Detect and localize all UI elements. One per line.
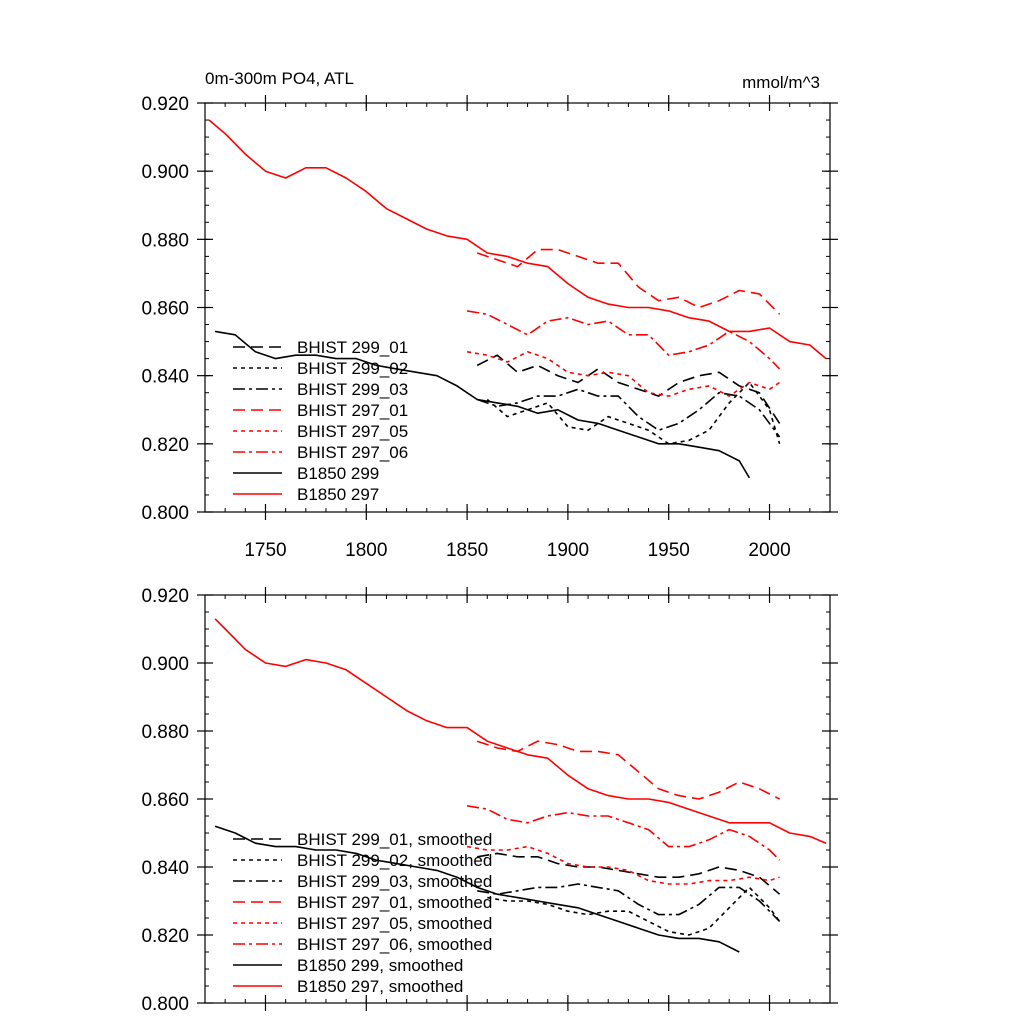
series-line xyxy=(476,388,781,438)
series-line xyxy=(214,825,740,953)
y-tick-label: 0.800 xyxy=(141,994,189,1015)
series-line xyxy=(466,350,781,397)
legend-label: B1850 297 xyxy=(297,485,379,504)
chart-units: mmol/m^3 xyxy=(742,73,820,92)
legend-label: BHIST 297_06 xyxy=(297,443,408,462)
y-tick-label: 0.900 xyxy=(141,162,189,183)
y-tick-label: 0.840 xyxy=(141,858,189,879)
x-tick-label: 1950 xyxy=(648,540,690,561)
legend-label: BHIST 299_03, smoothed xyxy=(297,872,492,891)
bottom-panel: 0.800 0.820 0.840 0.860 0.880 0.900 0.920 BHIST… xyxy=(141,586,838,1015)
x-tick-label: 1900 xyxy=(547,540,589,561)
y-tick-label: 0.820 xyxy=(141,435,189,456)
y-tick-label: 0.840 xyxy=(141,367,189,388)
legend-label: BHIST 299_02, smoothed xyxy=(297,851,492,870)
legend-label: B1850 299, smoothed xyxy=(297,956,463,975)
series-line xyxy=(466,845,780,885)
x-tick-label: 1850 xyxy=(446,540,488,561)
legend-label: BHIST 297_05 xyxy=(297,422,408,441)
legend-label: B1850 297, smoothed xyxy=(297,977,463,996)
y-tick-label: 0.860 xyxy=(141,790,189,811)
legend-label: BHIST 299_03 xyxy=(297,380,408,399)
series-line xyxy=(466,310,781,370)
series-line xyxy=(214,618,827,844)
series-line xyxy=(476,354,781,424)
legend-label: BHIST 299_01, smoothed xyxy=(297,830,492,849)
y-tick-label: 0.920 xyxy=(141,586,189,607)
y-tick-label: 0.880 xyxy=(141,722,189,743)
legend-label: BHIST 299_02 xyxy=(297,359,408,378)
y-tick-label: 0.800 xyxy=(141,503,189,524)
top-panel: 0m-300m PO4, ATL mmol/m^3 0.800 0.820 0.84… xyxy=(141,69,838,561)
legend-label: B1850 299 xyxy=(297,464,379,483)
y-tick-label: 0.900 xyxy=(141,654,189,675)
y-tick-label: 0.920 xyxy=(141,94,189,115)
series-line xyxy=(476,248,781,315)
x-tick-label: 1750 xyxy=(244,540,286,561)
series-line xyxy=(466,805,781,861)
chart-title: 0m-300m PO4, ATL xyxy=(205,69,354,88)
series-line xyxy=(477,883,781,922)
series-line xyxy=(487,886,781,936)
legend-label: BHIST 297_01, smoothed xyxy=(297,893,492,912)
series-line xyxy=(486,381,781,445)
series-line xyxy=(476,740,780,800)
y-tick-label: 0.860 xyxy=(141,299,189,320)
y-tick-label: 0.820 xyxy=(141,926,189,947)
y-tick-label: 0.880 xyxy=(141,230,189,251)
series-line xyxy=(208,119,827,360)
x-tick-label: 1800 xyxy=(345,540,387,561)
series-line xyxy=(214,330,751,479)
legend-label: BHIST 299_01 xyxy=(297,338,408,357)
legend-label: BHIST 297_06, smoothed xyxy=(297,935,492,954)
legend-label: BHIST 297_05, smoothed xyxy=(297,914,492,933)
x-tick-label: 2000 xyxy=(748,540,790,561)
series-line xyxy=(477,852,781,895)
legend-label: BHIST 297_01 xyxy=(297,401,408,420)
